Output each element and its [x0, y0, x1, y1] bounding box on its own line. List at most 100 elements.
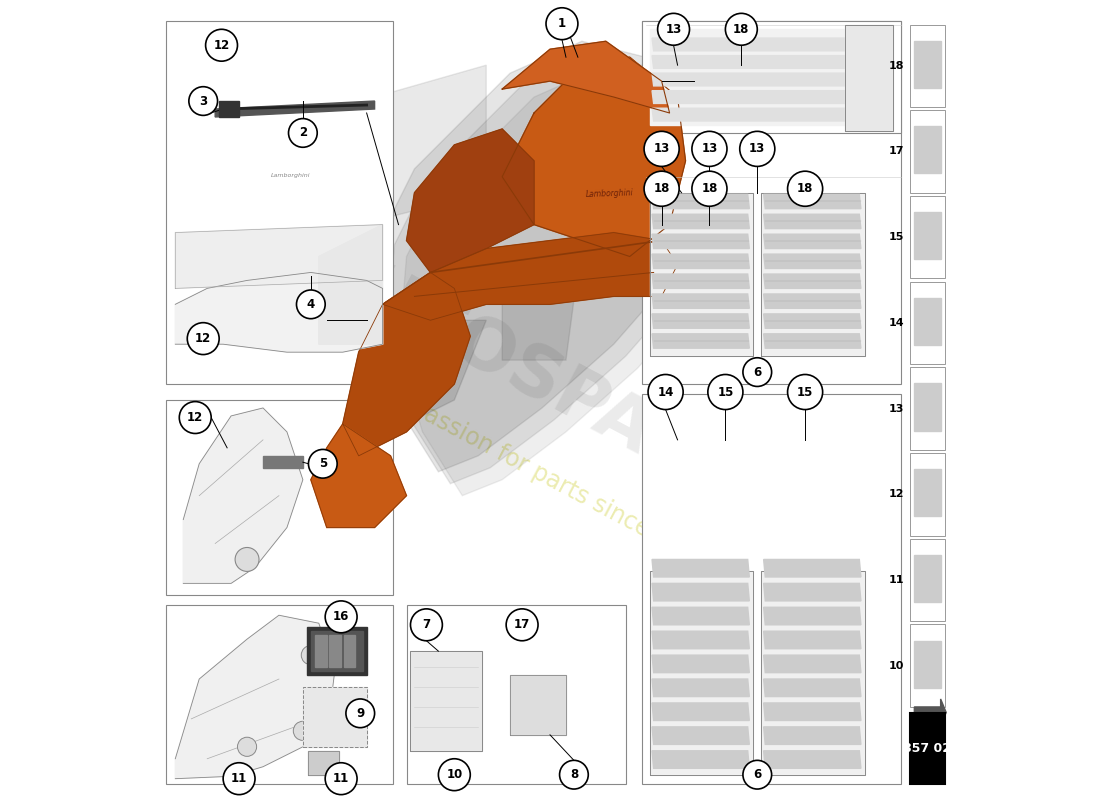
Circle shape: [223, 762, 255, 794]
Bar: [911, 538, 945, 622]
Polygon shape: [652, 194, 749, 209]
Circle shape: [739, 131, 774, 166]
Polygon shape: [763, 559, 861, 577]
Text: 10: 10: [447, 768, 462, 781]
Polygon shape: [319, 225, 383, 344]
Circle shape: [788, 171, 823, 206]
Polygon shape: [652, 254, 749, 269]
Text: 1: 1: [558, 18, 566, 30]
Circle shape: [238, 738, 256, 756]
Text: 12: 12: [195, 332, 211, 345]
Circle shape: [546, 8, 578, 40]
Polygon shape: [914, 41, 940, 88]
Bar: [166, 400, 393, 595]
Text: 17: 17: [514, 618, 530, 631]
Polygon shape: [761, 571, 865, 774]
Polygon shape: [311, 424, 407, 527]
Polygon shape: [914, 383, 940, 430]
Polygon shape: [652, 90, 884, 103]
Polygon shape: [302, 687, 366, 746]
Polygon shape: [652, 334, 749, 348]
Bar: [911, 282, 945, 364]
Polygon shape: [763, 334, 861, 348]
Polygon shape: [763, 607, 861, 625]
Polygon shape: [652, 56, 884, 68]
Polygon shape: [407, 129, 535, 273]
Polygon shape: [510, 675, 565, 735]
Polygon shape: [652, 703, 749, 721]
Polygon shape: [652, 631, 749, 649]
Polygon shape: [650, 571, 754, 774]
Polygon shape: [763, 214, 861, 229]
Polygon shape: [359, 320, 486, 448]
Text: 18: 18: [733, 22, 749, 36]
Circle shape: [648, 374, 683, 410]
Polygon shape: [914, 126, 940, 174]
Polygon shape: [652, 559, 749, 577]
Text: 12: 12: [213, 38, 230, 52]
Bar: [911, 625, 945, 707]
Polygon shape: [175, 273, 383, 352]
Circle shape: [206, 30, 238, 61]
Text: 14: 14: [889, 318, 904, 328]
Circle shape: [297, 290, 326, 318]
Polygon shape: [503, 57, 685, 257]
Polygon shape: [652, 314, 749, 328]
Polygon shape: [308, 750, 339, 774]
Bar: [641, 22, 901, 133]
Polygon shape: [763, 583, 861, 601]
Polygon shape: [652, 583, 749, 601]
Polygon shape: [263, 456, 302, 468]
Circle shape: [560, 760, 588, 789]
Text: 4: 4: [307, 298, 315, 311]
Polygon shape: [763, 294, 861, 308]
Polygon shape: [343, 635, 355, 667]
Circle shape: [692, 171, 727, 206]
Text: 18: 18: [796, 182, 813, 195]
Polygon shape: [914, 212, 940, 259]
Circle shape: [410, 609, 442, 641]
Text: 11: 11: [231, 772, 248, 785]
Polygon shape: [914, 469, 940, 516]
Polygon shape: [383, 233, 678, 320]
Text: a passion for parts since 1985: a passion for parts since 1985: [387, 386, 713, 574]
Polygon shape: [650, 30, 889, 125]
Text: 13: 13: [749, 142, 766, 155]
Text: AUTOSPARTS: AUTOSPARTS: [299, 229, 801, 539]
Text: 11: 11: [889, 575, 904, 585]
Polygon shape: [652, 274, 749, 288]
Circle shape: [345, 699, 375, 728]
Circle shape: [288, 118, 317, 147]
Text: 10: 10: [889, 661, 904, 670]
Text: 857 02: 857 02: [903, 742, 952, 755]
Polygon shape: [329, 635, 341, 667]
Circle shape: [725, 14, 757, 46]
Polygon shape: [652, 73, 884, 86]
Polygon shape: [652, 679, 749, 697]
Circle shape: [708, 374, 742, 410]
Text: 13: 13: [889, 403, 904, 414]
Polygon shape: [652, 108, 884, 121]
Polygon shape: [216, 101, 375, 117]
Polygon shape: [914, 555, 940, 602]
Text: 15: 15: [796, 386, 813, 398]
Polygon shape: [386, 54, 705, 484]
Text: 16: 16: [333, 610, 350, 623]
Bar: [166, 605, 393, 784]
Polygon shape: [650, 193, 754, 356]
Polygon shape: [175, 225, 383, 288]
Polygon shape: [652, 294, 749, 308]
Polygon shape: [763, 679, 861, 697]
Text: 18: 18: [889, 61, 904, 70]
Polygon shape: [503, 42, 670, 113]
Circle shape: [301, 646, 320, 665]
Circle shape: [326, 601, 358, 633]
Circle shape: [235, 547, 258, 571]
Polygon shape: [763, 631, 861, 649]
Text: 2: 2: [299, 126, 307, 139]
Text: 6: 6: [754, 768, 761, 781]
Polygon shape: [652, 655, 749, 673]
Circle shape: [179, 402, 211, 434]
Polygon shape: [311, 631, 363, 671]
Circle shape: [506, 609, 538, 641]
